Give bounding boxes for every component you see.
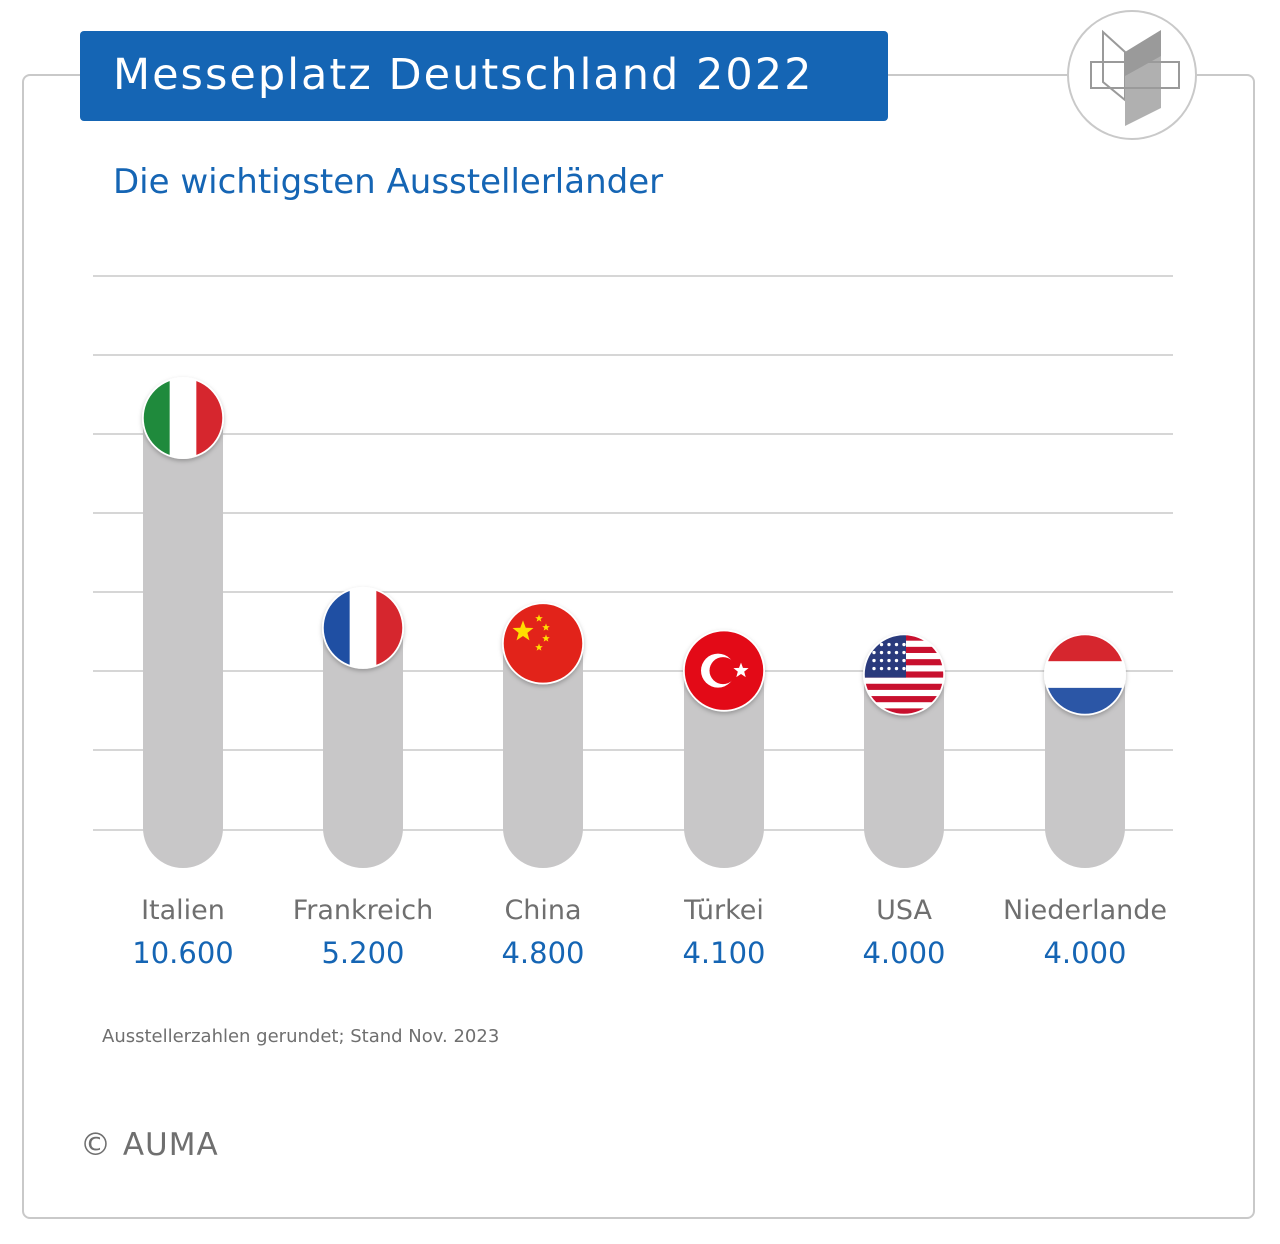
value-label: 4.800: [501, 936, 585, 970]
chart-frame: [22, 74, 1255, 1219]
copyright: © AUMA: [80, 1127, 219, 1163]
category-label: Türkei: [684, 895, 764, 926]
value-label: 4.100: [682, 936, 766, 970]
auma-logo-icon: [1067, 10, 1197, 140]
value-label: 5.200: [321, 936, 405, 970]
category-label: Italien: [141, 895, 225, 926]
chart-subtitle: Die wichtigsten Ausstellerländer: [113, 162, 664, 202]
china-flag-icon: [502, 602, 584, 685]
netherlands-flag-icon: [1044, 633, 1126, 716]
value-label: 4.000: [1043, 936, 1127, 970]
bar-türkei: [684, 670, 764, 868]
category-label: USA: [876, 895, 932, 926]
value-label: 10.600: [132, 936, 234, 970]
category-label: Frankreich: [292, 895, 434, 926]
bar-china: [503, 643, 583, 868]
bar-frankreich: [323, 627, 403, 868]
category-label: China: [504, 895, 582, 926]
category-label: Niederlande: [1002, 895, 1168, 926]
italy-flag-icon: [142, 377, 224, 459]
footnote: Ausstellerzahlen gerundet; Stand Nov. 20…: [102, 1026, 500, 1047]
bar-italien: [143, 418, 223, 868]
value-label: 4.000: [862, 936, 946, 970]
usa-flag-icon: [863, 633, 945, 716]
turkey-flag-icon: [683, 629, 765, 712]
page-title: Messeplatz Deutschland 2022: [113, 50, 814, 100]
france-flag-icon: [322, 586, 404, 669]
title-banner: [80, 31, 888, 121]
bar-usa: [864, 674, 944, 868]
bar-niederlande: [1045, 674, 1125, 868]
